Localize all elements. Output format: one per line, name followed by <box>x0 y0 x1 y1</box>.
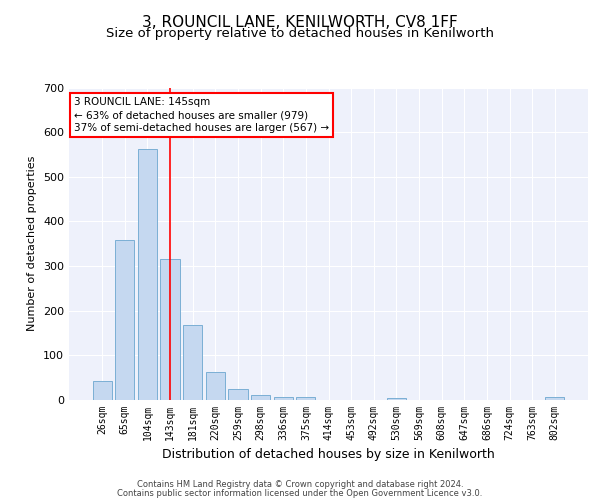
Text: Size of property relative to detached houses in Kenilworth: Size of property relative to detached ho… <box>106 28 494 40</box>
Bar <box>251 395 270 400</box>
X-axis label: Distribution of detached houses by size in Kenilworth: Distribution of detached houses by size … <box>162 448 495 462</box>
Bar <box>115 240 134 400</box>
Bar <box>229 389 248 400</box>
Bar <box>296 398 316 400</box>
Text: Contains public sector information licensed under the Open Government Licence v3: Contains public sector information licen… <box>118 488 482 498</box>
Bar <box>387 398 406 400</box>
Bar <box>545 398 565 400</box>
Text: Contains HM Land Registry data © Crown copyright and database right 2024.: Contains HM Land Registry data © Crown c… <box>137 480 463 489</box>
Y-axis label: Number of detached properties: Number of detached properties <box>28 156 37 332</box>
Bar <box>183 325 202 400</box>
Bar <box>274 398 293 400</box>
Bar <box>160 260 180 400</box>
Text: 3, ROUNCIL LANE, KENILWORTH, CV8 1FF: 3, ROUNCIL LANE, KENILWORTH, CV8 1FF <box>142 15 458 30</box>
Bar <box>206 372 225 400</box>
Bar <box>92 381 112 400</box>
Text: 3 ROUNCIL LANE: 145sqm
← 63% of detached houses are smaller (979)
37% of semi-de: 3 ROUNCIL LANE: 145sqm ← 63% of detached… <box>74 97 329 134</box>
Bar <box>138 149 157 400</box>
